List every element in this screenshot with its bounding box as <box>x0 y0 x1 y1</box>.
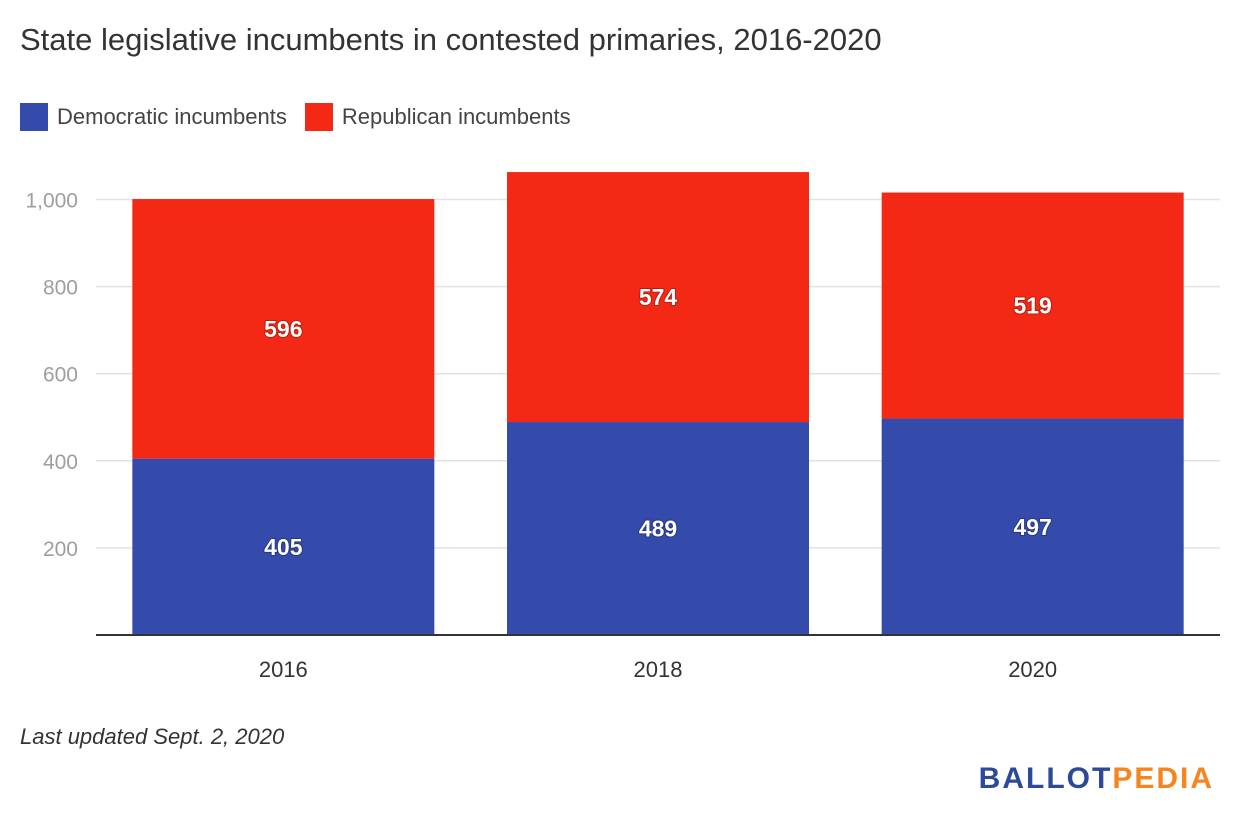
legend: Democratic incumbents Republican incumbe… <box>20 103 571 131</box>
x-tick-label: 2020 <box>1008 657 1057 682</box>
x-tick-label: 2018 <box>634 657 683 682</box>
x-tick-label: 2016 <box>259 657 308 682</box>
data-label: 574 <box>639 284 678 310</box>
chart-title: State legislative incumbents in conteste… <box>20 22 882 57</box>
data-label: 489 <box>639 516 677 542</box>
y-tick-label: 200 <box>43 538 78 561</box>
legend-swatch-republican <box>304 103 333 131</box>
bar-republican-2020 <box>881 192 1184 419</box>
y-tick-label: 600 <box>43 364 78 387</box>
footnote: Last updated Sept. 2, 2020 <box>20 724 285 749</box>
legend-item-republican: Republican incumbents <box>304 103 571 131</box>
bar-republican-2016 <box>132 199 435 459</box>
bar-democratic-2020 <box>881 418 1184 635</box>
y-tick-label: 1,000 <box>25 190 78 213</box>
ballotpedia-logo: BALLOTPEDIA <box>978 762 1214 795</box>
legend-label-republican: Republican incumbents <box>341 104 571 129</box>
data-label: 519 <box>1013 293 1051 319</box>
legend-item-democratic: Democratic incumbents <box>20 103 287 131</box>
data-label: 497 <box>1013 514 1051 540</box>
bar-democratic-2018 <box>507 422 809 635</box>
y-tick-label: 400 <box>43 451 78 474</box>
legend-swatch-democratic <box>20 103 48 131</box>
bar-democratic-2016 <box>132 458 435 635</box>
legend-label-democratic: Democratic incumbents <box>57 104 287 129</box>
bar-republican-2018 <box>507 172 809 423</box>
data-label: 405 <box>264 534 303 560</box>
y-tick-label: 800 <box>43 277 78 300</box>
data-label: 596 <box>264 316 302 342</box>
